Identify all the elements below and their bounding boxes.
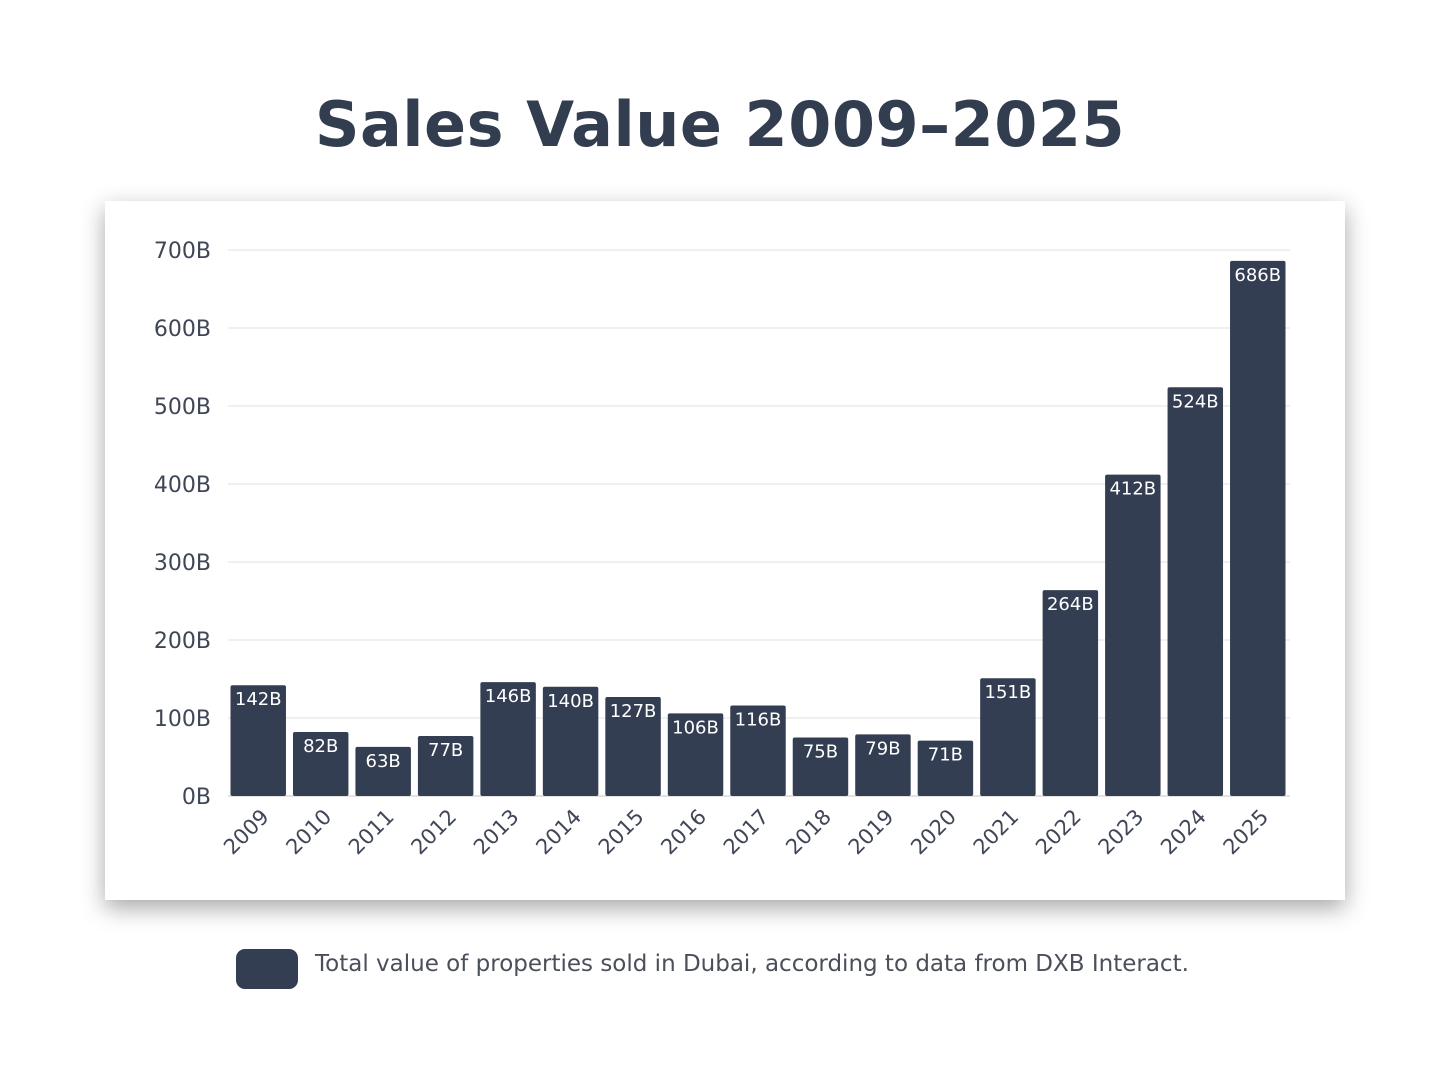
bar xyxy=(417,735,474,796)
y-tick-label: 700B xyxy=(154,239,211,264)
bar-value-label: 82B xyxy=(303,736,338,757)
bar-value-label: 146B xyxy=(485,686,532,707)
x-tick-label: 2024 xyxy=(1156,805,1211,860)
bar-value-label: 524B xyxy=(1172,391,1219,412)
bar xyxy=(1105,474,1161,796)
bar-value-label: 142B xyxy=(235,689,282,710)
bar-value-label: 71B xyxy=(928,745,963,766)
bar-chart: 0B 100B 200B 300B 400B 500B 600B 700B 142B 2009 82… xyxy=(154,239,1290,860)
chart-title: Sales Value 2009–2025 xyxy=(314,88,1126,161)
legend-swatch xyxy=(236,949,298,989)
x-tick-label: 2025 xyxy=(1219,805,1274,860)
x-tick-label: 2013 xyxy=(469,805,524,860)
x-tick-label: 2022 xyxy=(1031,805,1086,860)
bar-value-label: 63B xyxy=(366,751,401,772)
x-tick-label: 2021 xyxy=(969,805,1024,860)
bar xyxy=(605,696,661,796)
bar-value-label: 127B xyxy=(610,701,657,722)
x-tick-label: 2018 xyxy=(781,805,836,860)
bar xyxy=(855,734,911,796)
y-tick-label: 0B xyxy=(182,785,211,810)
chart-card: 0B 100B 200B 300B 400B 500B 600B 700B 142B 2009 82… xyxy=(105,201,1345,900)
x-tick-label: 2015 xyxy=(594,805,649,860)
x-tick-label: 2014 xyxy=(531,805,586,860)
bar-value-label: 75B xyxy=(803,742,838,763)
bar-value-label: 106B xyxy=(672,717,719,738)
bar-value-label: 140B xyxy=(547,691,594,712)
x-tick-label: 2016 xyxy=(656,805,711,860)
bar xyxy=(917,740,974,796)
bar xyxy=(230,685,286,796)
bar xyxy=(667,713,724,796)
bar-value-label: 264B xyxy=(1047,594,1094,615)
bar xyxy=(792,737,849,796)
y-tick-label: 400B xyxy=(154,473,211,498)
bar-value-label: 77B xyxy=(428,740,463,761)
bar xyxy=(355,746,411,796)
y-tick-label: 100B xyxy=(154,707,211,732)
x-tick-label: 2012 xyxy=(406,805,461,860)
x-tick-label: 2019 xyxy=(844,805,899,860)
bar-value-label: 686B xyxy=(1234,265,1281,286)
y-tick-label: 500B xyxy=(154,395,211,420)
bar xyxy=(730,705,786,796)
legend-text: Total value of properties sold in Dubai,… xyxy=(315,951,1189,977)
x-tick-label: 2011 xyxy=(344,805,399,860)
bar-value-label: 116B xyxy=(735,710,782,731)
x-tick-label: 2020 xyxy=(906,805,961,860)
bar xyxy=(1230,260,1286,796)
y-tick-label: 300B xyxy=(154,551,211,576)
bar-value-label: 151B xyxy=(985,682,1032,703)
x-tick-label: 2010 xyxy=(281,805,336,860)
y-tick-label: 200B xyxy=(154,629,211,654)
bar xyxy=(542,686,599,796)
x-tick-label: 2009 xyxy=(219,805,274,860)
x-tick-label: 2023 xyxy=(1094,805,1149,860)
y-tick-label: 600B xyxy=(154,317,211,342)
bar-value-label: 79B xyxy=(865,738,900,759)
bar-value-label: 412B xyxy=(1109,479,1156,500)
bar xyxy=(480,682,536,796)
x-tick-label: 2017 xyxy=(719,805,774,860)
bar xyxy=(980,678,1036,796)
bar xyxy=(1042,590,1099,796)
bar xyxy=(292,732,349,796)
bar xyxy=(1167,387,1224,796)
